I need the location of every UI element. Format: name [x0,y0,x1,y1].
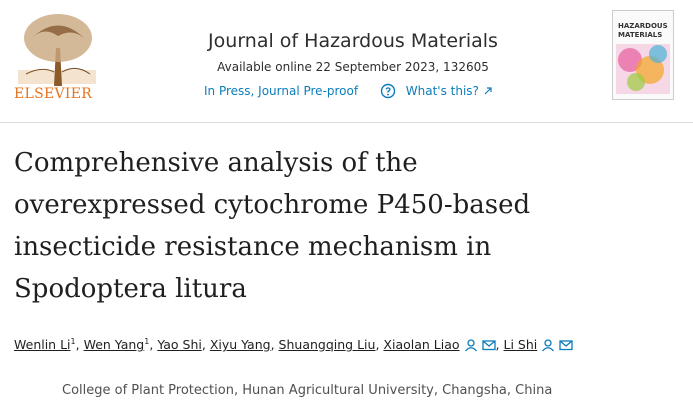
author: Wenlin Li1, [14,337,80,352]
author-icons [537,337,573,352]
separator: , [375,337,380,353]
title-line: insecticide resistance mechanism in [14,232,492,262]
author: Li Shi [504,337,574,352]
separator: , [149,337,154,353]
author: Xiyu Yang, [210,337,275,352]
author: Wen Yang1, [84,337,154,352]
author-name[interactable]: Xiyu Yang [209,337,271,353]
publisher: ELSEVIER [14,86,93,102]
divider [0,122,693,123]
author-affiliation-ref: 1 [70,337,76,346]
separator: , [270,337,275,353]
author: Shuangqing Liu, [279,337,380,352]
question-icon [380,83,396,99]
author-list: Wenlin Li1, Wen Yang1, Yao Shi, Xiyu Yan… [14,337,573,352]
author-affiliation-ref: 1 [144,337,150,346]
author-name[interactable]: Shuangqing Liu [278,337,376,353]
elsevier-logo [18,14,96,86]
status-row: In Press, Journal Pre-proof What's this? [204,83,493,99]
availability: Available online 22 September 2023, 1326… [217,60,489,74]
author-name[interactable]: Yao Shi [157,337,202,353]
title-line: Spodoptera litura [14,274,247,304]
author-name[interactable]: Xiaolan Liao [383,337,460,353]
journal-cover[interactable]: HAZARDOUS MATERIALS [612,10,674,100]
cover-text: HAZARDOUS [618,22,668,30]
status-link[interactable]: In Press, Journal Pre-proof [204,84,359,98]
separator: , [495,337,500,353]
person-icon[interactable] [464,338,478,352]
whats-this-link[interactable]: What's this? [405,84,479,98]
title-line: Comprehensive analysis of the [14,148,418,178]
author-name[interactable]: Li Shi [503,337,538,353]
journal-title[interactable]: Journal of Hazardous Materials [208,30,498,52]
author-name[interactable]: Wen Yang [83,337,145,353]
author: Yao Shi, [157,337,206,352]
mail-icon[interactable] [559,338,573,352]
separator: , [201,337,206,353]
external-icon [484,87,492,95]
mail-icon[interactable] [481,338,496,352]
separator: , [75,337,80,353]
person-icon[interactable] [541,338,555,352]
author-icons [460,337,496,352]
article-title: Comprehensive analysis of the overexpress… [14,142,530,310]
author: Xiaolan Liao, [383,337,499,352]
title-line: overexpressed cytochrome P450-based [14,190,531,220]
author-name[interactable]: Wenlin Li [14,337,71,353]
cover-text: MATERIALS [618,31,662,39]
affiliation: College of Plant Protection, Hunan Agric… [62,383,553,398]
